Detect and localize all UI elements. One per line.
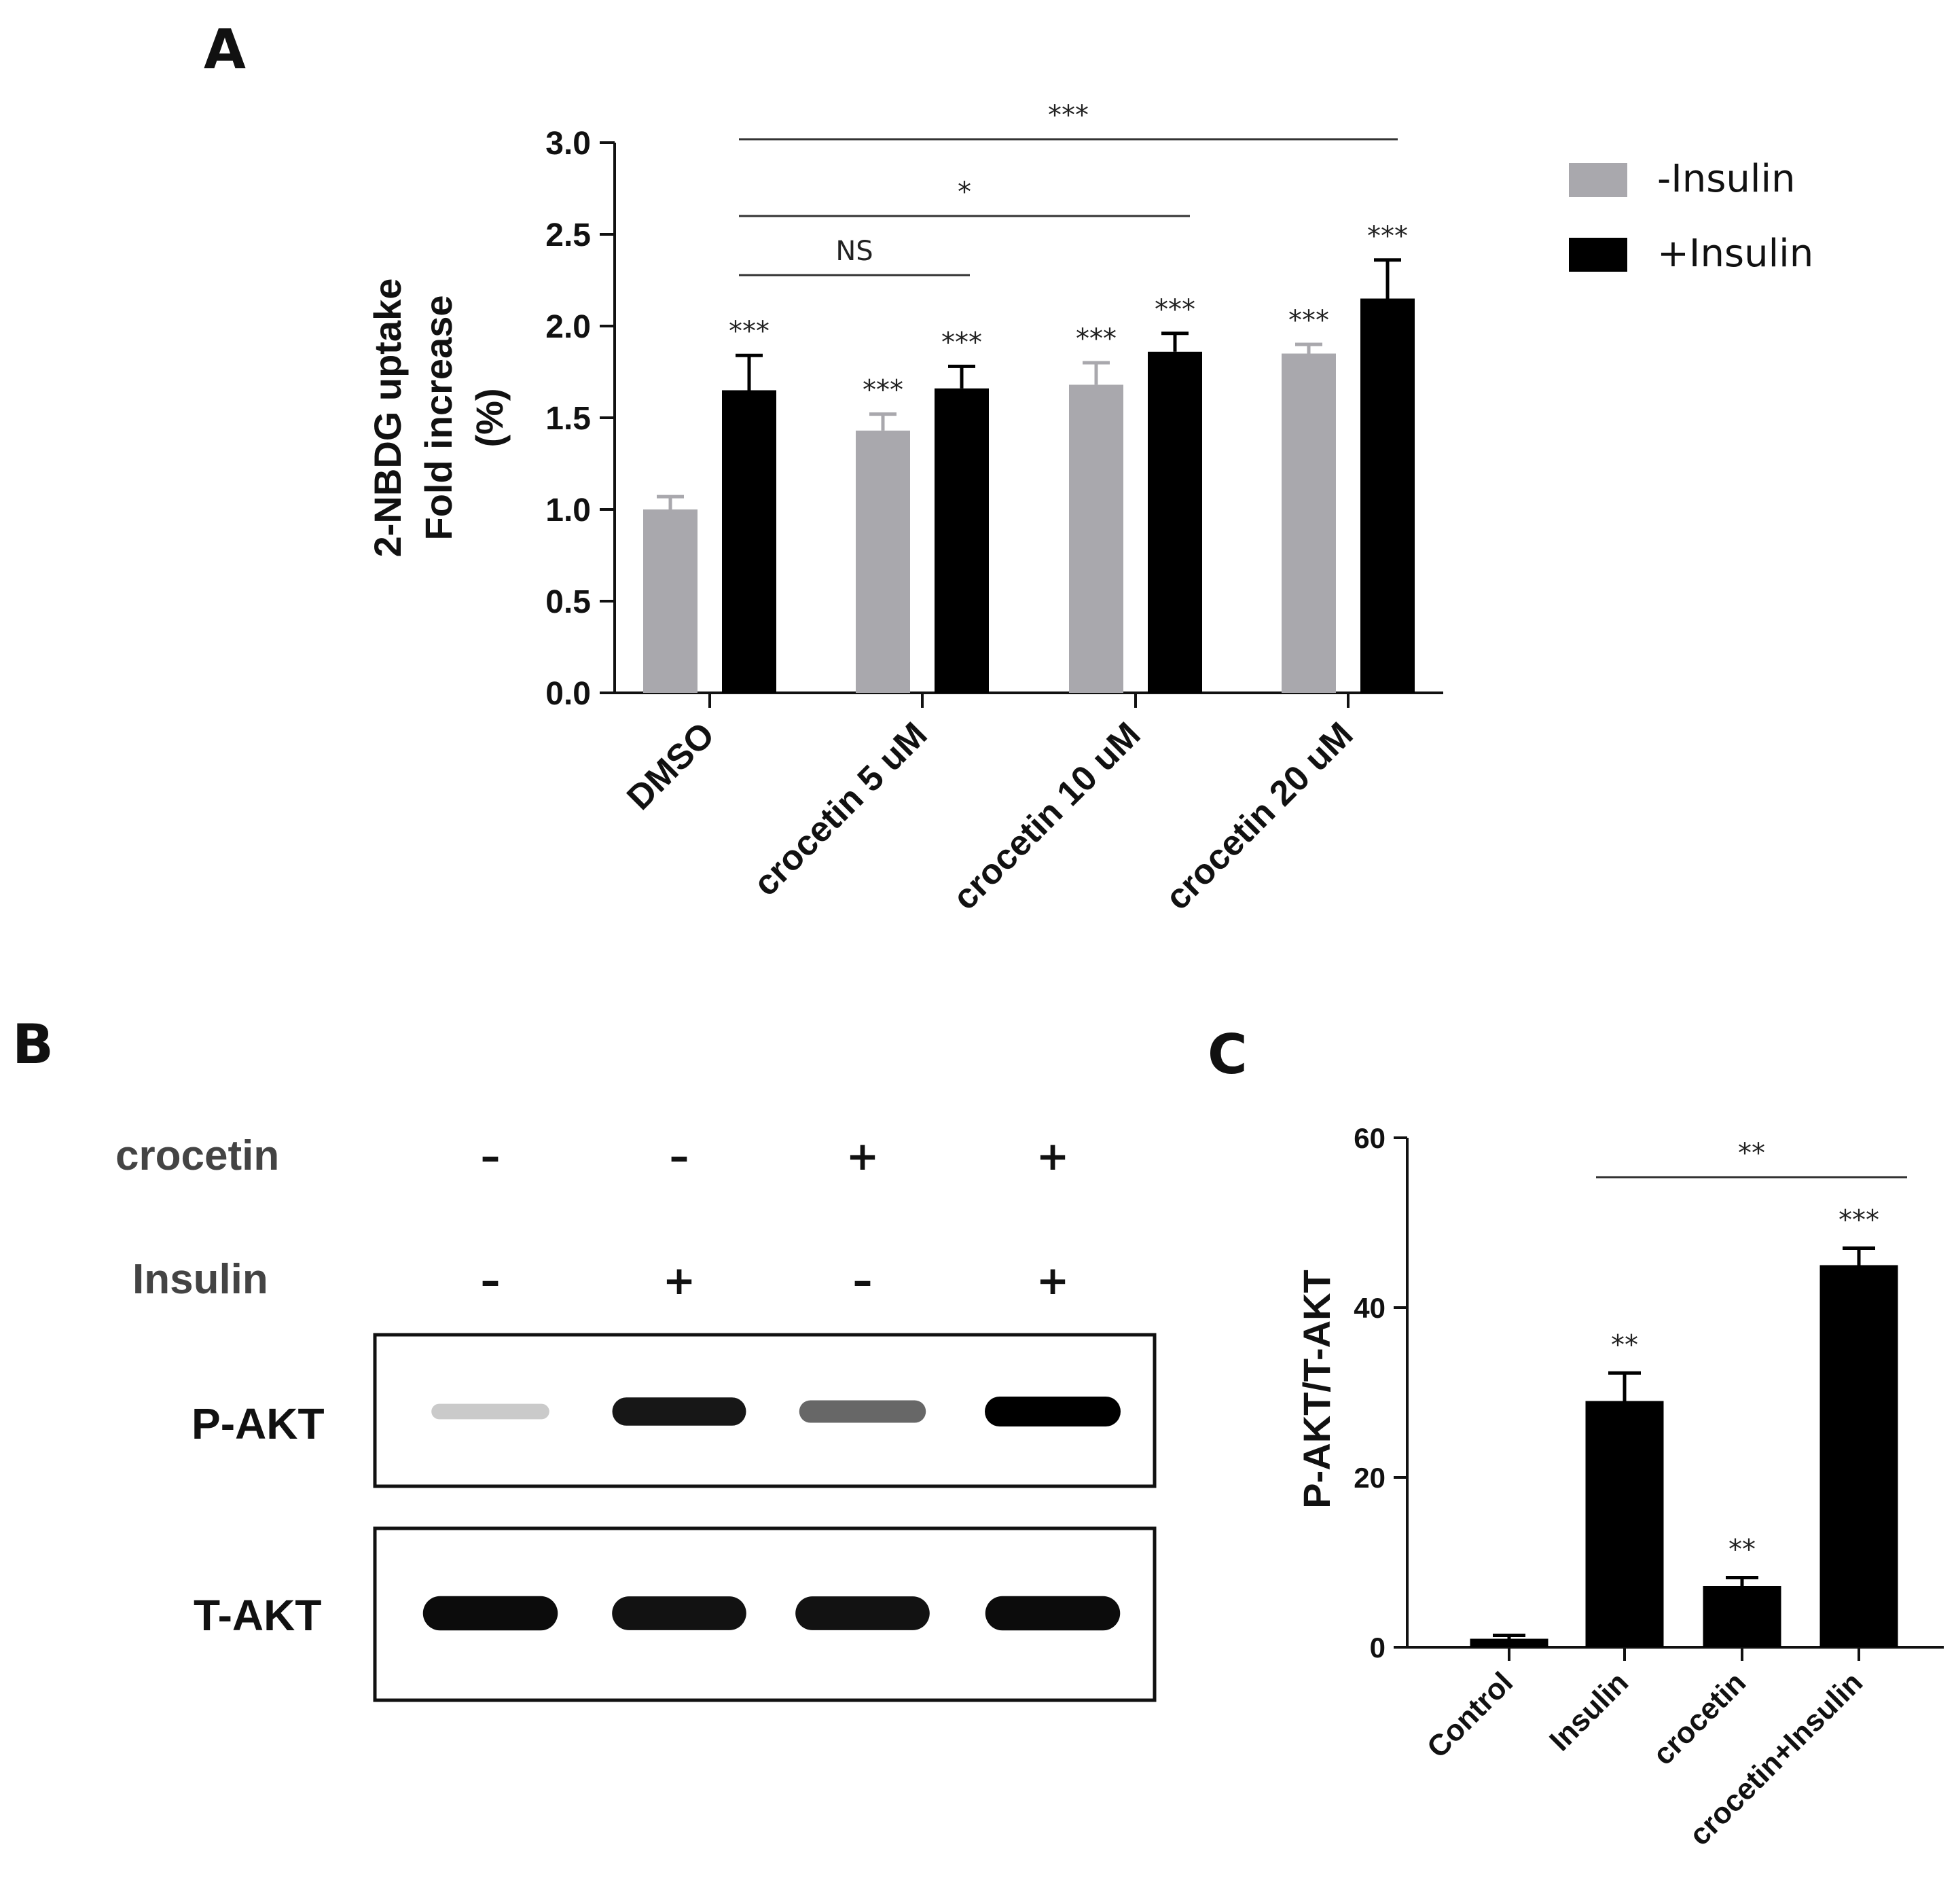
significance-label: *** [941, 327, 982, 358]
x-category-label: DMSO [619, 715, 722, 817]
chart-c-y-axis-title: P-AKT/T-AKT [1295, 1270, 1338, 1509]
y-tick-label: 20 [1354, 1462, 1386, 1494]
treatment-signs: – – + + – + – + [481, 1133, 1070, 1304]
y-tick-label: 3.0 [545, 126, 591, 162]
bar [1470, 1638, 1548, 1647]
bar [643, 509, 698, 693]
treatment-sign: + [663, 1257, 696, 1304]
significance-label: *** [729, 316, 769, 347]
treatment-label-insulin: Insulin [132, 1256, 268, 1303]
comparison-label: * [958, 177, 971, 208]
blot-band [431, 1403, 549, 1420]
legend: -Insulin +Insulin [1569, 157, 1813, 276]
x-category-label: Insulin [1543, 1666, 1635, 1757]
chart-a: 2-NBDG uptake Fold increase (%) 0.0 0.5 1.… [366, 100, 1443, 918]
chart-a-y-axis-title: 2-NBDG uptake Fold increase (%) [366, 279, 511, 558]
legend-swatch-minus-insulin [1569, 163, 1627, 197]
x-category-label: crocetin 5 uM [746, 715, 935, 903]
bar [935, 388, 989, 693]
bar [1148, 351, 1202, 693]
y-tick-label: 0.0 [545, 676, 591, 712]
y-tick-label: 0 [1370, 1632, 1386, 1664]
bar [1585, 1401, 1664, 1647]
y-tick-label: 2.5 [545, 217, 591, 253]
comparison-label: *** [1048, 100, 1089, 131]
y-tick-label: 60 [1354, 1122, 1386, 1154]
treatment-sign: + [1036, 1257, 1070, 1304]
y-tick-label: 40 [1354, 1292, 1386, 1324]
bar [1819, 1265, 1898, 1647]
x-category-label: crocetin [1646, 1666, 1752, 1772]
row-label-t-akt: T-AKT [194, 1591, 321, 1640]
treatment-sign: + [846, 1133, 880, 1179]
treatment-label-crocetin: crocetin [115, 1132, 279, 1179]
significance-label: *** [863, 375, 903, 406]
y-tick-label: 1.0 [545, 492, 591, 528]
blot-band [985, 1596, 1121, 1631]
treatment-sign: + [1036, 1133, 1070, 1179]
y-axis-title-line-3: (%) [468, 388, 511, 447]
comparison-label: NS [835, 236, 873, 267]
blot-band [422, 1596, 558, 1631]
significance-label: *** [1076, 323, 1117, 355]
treatment-sign: – [670, 1133, 689, 1179]
row-label-p-akt: P-AKT [192, 1399, 325, 1448]
blot-band [985, 1397, 1121, 1426]
significance-label: ** [1611, 1329, 1638, 1361]
treatment-sign: – [853, 1257, 873, 1304]
y-axis-title-line-2: Fold increase [417, 295, 460, 540]
significance-label: *** [1288, 305, 1329, 336]
blot-band [612, 1596, 746, 1630]
blot-band [799, 1400, 926, 1423]
bar [722, 390, 776, 693]
panel-letter-b: B [12, 1013, 54, 1076]
treatment-sign: – [481, 1257, 501, 1304]
significance-label: *** [1839, 1205, 1879, 1236]
treatment-sign: – [481, 1133, 501, 1179]
panel-letter-c: C [1208, 1023, 1248, 1086]
blot-band [795, 1596, 930, 1630]
panel-letter-a: A [204, 18, 246, 81]
blot-band [612, 1397, 746, 1426]
bar [856, 430, 910, 693]
y-axis-title-line-1: 2-NBDG uptake [366, 279, 409, 558]
bar [1703, 1586, 1781, 1647]
x-category-label: crocetin 20 uM [1158, 715, 1360, 917]
significance-label: *** [1155, 294, 1195, 325]
significance-label: ** [1728, 1534, 1756, 1566]
chart-c: P-AKT/T-AKT 0 20 40 60 Control Insulin ** croce… [1295, 1122, 1944, 1852]
legend-label-minus-insulin: -Insulin [1657, 157, 1796, 201]
bar [1069, 384, 1123, 693]
bar [1282, 353, 1336, 693]
x-category-label: crocetin 10 uM [945, 715, 1148, 917]
y-tick-label: 0.5 [545, 584, 591, 620]
y-tick-label: 2.0 [545, 309, 591, 345]
blot-bands [422, 1397, 1121, 1631]
significance-label: *** [1367, 221, 1408, 252]
comparison-label: ** [1738, 1138, 1765, 1169]
bar [1360, 298, 1415, 693]
western-blot: crocetin Insulin – – + + – + – + P-AKT T-AKT [115, 1132, 1157, 1702]
legend-swatch-plus-insulin [1569, 238, 1627, 272]
legend-label-plus-insulin: +Insulin [1657, 232, 1813, 276]
y-tick-label: 1.5 [545, 401, 591, 437]
x-category-label: Control [1421, 1666, 1519, 1764]
